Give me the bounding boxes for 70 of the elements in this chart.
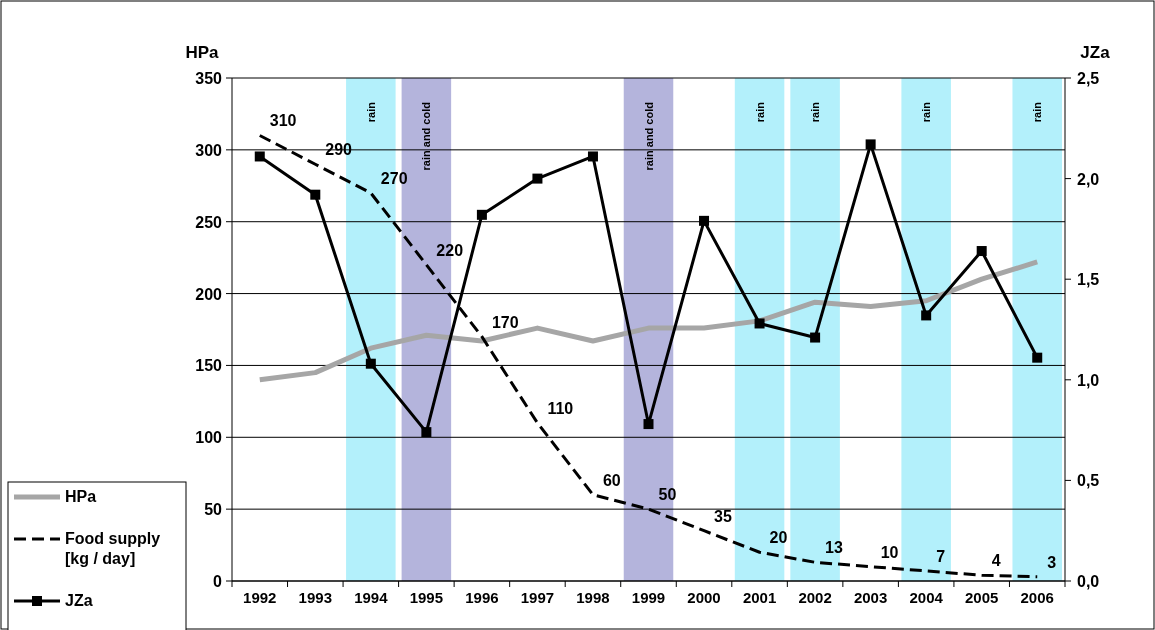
point: [865, 139, 876, 150]
band-label: rain: [753, 101, 766, 123]
y2-tick-label: 2,5: [1077, 70, 1100, 87]
x-tick-label: 1992: [243, 589, 277, 606]
point: [476, 209, 487, 220]
point: [976, 246, 987, 257]
x-tick-label: 2000: [687, 589, 721, 606]
x-tick-label: 1993: [298, 589, 332, 606]
y-tick-label: 0: [213, 573, 223, 590]
x-tick-label: 1996: [465, 589, 499, 606]
data-label: 310: [269, 112, 297, 130]
y-tick-label: 150: [195, 357, 223, 375]
point: [810, 332, 821, 343]
data-label: 50: [658, 486, 677, 504]
y-tick-label: 250: [195, 213, 223, 231]
data-label: 13: [825, 539, 843, 557]
data-label: 7: [936, 547, 946, 565]
legend-label: HPa: [65, 488, 97, 505]
point: [254, 151, 265, 162]
data-label: 20: [769, 529, 788, 547]
x-tick-label: 1994: [354, 589, 389, 606]
band-label: rain: [920, 101, 933, 123]
x-tick-label: 2005: [965, 589, 999, 606]
band-label: rain and cold: [642, 102, 655, 171]
y2-tick-label: 2,0: [1077, 170, 1100, 188]
band-label: rain and cold: [420, 102, 433, 171]
data-label: 3: [1047, 553, 1057, 571]
point: [754, 318, 765, 329]
x-tick-label: 2002: [798, 589, 832, 606]
data-label: 220: [436, 241, 464, 259]
data-label: 270: [380, 169, 408, 187]
x-tick-label: 1999: [631, 589, 666, 606]
y-tick-label: 50: [204, 501, 223, 519]
y2-axis-title: JZa: [1080, 43, 1111, 62]
data-label: 110: [547, 399, 574, 417]
x-tick-label: 1995: [409, 589, 444, 606]
y-axis-title: HPa: [185, 43, 220, 62]
band-label: rain: [1031, 101, 1044, 123]
x-tick-label: 2001: [742, 589, 777, 606]
y-tick-label: 350: [195, 70, 223, 87]
data-label: 4: [991, 552, 1001, 570]
data-label: 170: [491, 313, 519, 331]
point: [310, 189, 321, 200]
point: [643, 419, 654, 430]
band-label: rain: [809, 101, 822, 123]
x-tick-label: 1998: [576, 589, 610, 606]
point: [1032, 352, 1043, 363]
point: [587, 151, 598, 162]
y-tick-label: 300: [195, 141, 223, 159]
point: [921, 310, 932, 321]
legend-label: Food supply [kg / day]: [65, 530, 161, 567]
data-label: 60: [602, 471, 621, 489]
band-label: rain: [364, 101, 377, 123]
x-tick-label: 2003: [853, 589, 888, 606]
point: [532, 173, 543, 184]
y-tick-label: 200: [195, 285, 223, 303]
data-label: 10: [880, 543, 899, 561]
y-tick-label: 100: [195, 429, 223, 447]
point: [699, 215, 710, 226]
legend-label: JZa: [65, 592, 93, 609]
x-tick-label: 2006: [1020, 589, 1054, 606]
point: [421, 427, 432, 438]
y2-tick-label: 1,0: [1077, 371, 1100, 389]
y2-tick-label: 1,5: [1077, 271, 1100, 289]
data-label: 35: [714, 507, 732, 525]
y2-tick-label: 0,5: [1077, 472, 1100, 490]
x-tick-label: 2004: [909, 589, 944, 606]
y2-tick-label: 0,0: [1077, 573, 1100, 590]
point: [365, 358, 376, 369]
x-tick-label: 1997: [520, 589, 555, 606]
